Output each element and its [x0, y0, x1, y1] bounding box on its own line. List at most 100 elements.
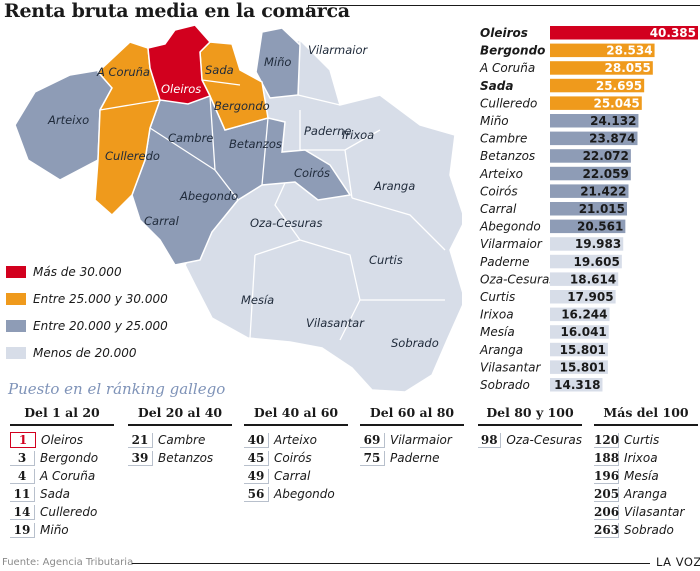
ranking-row: 14 Culleredo [10, 503, 114, 521]
ranking-column: Del 1 al 20 1 Oleiros 3 Bergondo 4 A Coruña 11 S… [10, 405, 114, 539]
ranking-column-header: Del 40 al 60 [244, 405, 348, 426]
bar [550, 219, 626, 234]
ranking-position: 69 [360, 432, 385, 448]
bar-value-label: 19.605 [574, 255, 620, 269]
map-label-mesia: Mesía [241, 293, 274, 307]
bar-category-label: Irixoa [480, 308, 514, 322]
bar-category-label: Curtis [480, 290, 515, 304]
map-label-carral: Carral [144, 214, 180, 228]
ranking-row: 205 Aranga [594, 485, 698, 503]
ranking-row: 188 Irixoa [594, 449, 698, 467]
ranking-column: Más del 100 120 Curtis 188 Irixoa 196 Mesía 205… [594, 405, 698, 539]
bar-category-label: Betanzos [480, 149, 535, 163]
region-mino [255, 27, 301, 99]
legend-swatch [6, 266, 26, 278]
bar-value-label: 16.244 [561, 308, 607, 322]
region-cambre-carral-abegondo [131, 95, 352, 266]
ranking-position: 120 [594, 432, 620, 448]
ranking-row: 45 Coirós [244, 449, 348, 467]
ranking-position: 40 [244, 432, 269, 448]
bar [550, 26, 698, 40]
map-label-sobrado: Sobrado [391, 336, 439, 350]
source-note: Fuente: Agencia Tributaria [2, 557, 134, 568]
legend-swatch [6, 347, 26, 359]
ranking-row: 11 Sada [10, 485, 114, 503]
bar-value-label: 17.905 [567, 290, 613, 304]
ranking-row: 21 Cambre [128, 431, 232, 449]
legend-item: Entre 25.000 y 30.000 [6, 292, 168, 306]
ranking-municipality: Sada [40, 487, 70, 501]
ranking-column: Del 20 al 40 21 Cambre 39 Betanzos [128, 405, 232, 467]
bar [550, 202, 628, 216]
region-oleiros [147, 24, 212, 105]
ranking-position: 1 [10, 432, 36, 448]
ranking-row: 196 Mesía [594, 467, 698, 485]
bar-value-label: 15.801 [560, 343, 606, 357]
ranking-municipality: Carral [274, 469, 311, 483]
ranking-position: 188 [594, 450, 620, 466]
legend-item: Entre 20.000 y 25.000 [6, 319, 168, 333]
ranking-municipality: Mesía [624, 469, 659, 483]
title-rule [308, 5, 700, 6]
bar-value-label: 19.983 [575, 237, 621, 251]
ranking-municipality: Vilasantar [624, 505, 685, 519]
bar-category-label: Coirós [480, 184, 518, 198]
ranking-column-header: Del 1 al 20 [10, 405, 114, 426]
bar-category-label: Culleredo [480, 96, 537, 110]
ranking-row: 40 Arteixo [244, 431, 348, 449]
ranking-row: 56 Abegondo [244, 485, 348, 503]
ranking-position: 206 [594, 504, 620, 520]
map-label-curtis: Curtis [369, 253, 403, 267]
comarca-map: Oleiros A Coruña Sada Bergondo Miño Vila… [14, 24, 462, 393]
ranking-position: 196 [594, 468, 620, 484]
brand-logo: LA VOZ [656, 555, 700, 569]
map-label-aranga: Aranga [373, 179, 415, 193]
bar-value-label: 28.055 [605, 61, 651, 75]
map-label-vilarmaior: Vilarmaior [308, 43, 369, 57]
legend-item: Menos de 20.000 [6, 346, 137, 360]
ranking-municipality: Paderne [390, 451, 440, 465]
ranking-position: 21 [128, 432, 153, 448]
legend-label: Más de 30.000 [33, 265, 122, 279]
legend-item: Más de 30.000 [6, 265, 122, 279]
map-label-paderne: Paderne [304, 124, 351, 138]
bar [550, 360, 608, 374]
ranking-row: 98 Oza-Cesuras [478, 431, 582, 449]
map-label-bergondo: Bergondo [214, 99, 270, 113]
bar-value-label: 21.015 [579, 202, 625, 216]
bar-category-label: Oza-Cesuras [480, 272, 556, 286]
bar-category-label: Paderne [480, 255, 530, 269]
bar [550, 307, 610, 322]
ranking-column-header: Del 80 y 100 [478, 405, 582, 426]
map-label-irixoa: Irixoa [342, 128, 374, 142]
page-title: Renta bruta media en la comarca [4, 0, 350, 22]
ranking-municipality: Culleredo [40, 505, 98, 519]
ranking-row: 120 Curtis [594, 431, 698, 449]
legend-label: Menos de 20.000 [33, 346, 137, 360]
legend-swatch [6, 293, 26, 305]
ranking-position: 56 [244, 486, 269, 502]
bar [550, 237, 624, 251]
bar [550, 378, 603, 392]
ranking-position: 49 [244, 468, 269, 484]
map-label-culleredo: Culleredo [105, 149, 160, 163]
bar-category-label: Arteixo [479, 167, 523, 181]
ranking-row: 69 Vilarmaior [360, 431, 464, 449]
bar-value-label: 23.874 [589, 132, 635, 146]
map-label-coiros: Coirós [294, 166, 330, 180]
bar [550, 325, 609, 339]
ranking-municipality: Oleiros [41, 433, 84, 447]
bar-value-label: 20.561 [577, 220, 623, 234]
ranking-municipality: A Coruña [40, 469, 96, 483]
bar [550, 96, 642, 110]
bar [550, 166, 631, 181]
bar-category-label: Oleiros [480, 26, 528, 40]
map-label-mino: Miño [264, 55, 291, 69]
bar [550, 254, 622, 269]
ranking-row: 39 Betanzos [128, 449, 232, 467]
ranking-municipality: Abegondo [274, 487, 335, 501]
ranking-position: 4 [10, 468, 35, 484]
bar-value-label: 25.045 [593, 96, 639, 110]
bar-category-label: Vilarmaior [480, 237, 543, 251]
bar [550, 149, 631, 163]
